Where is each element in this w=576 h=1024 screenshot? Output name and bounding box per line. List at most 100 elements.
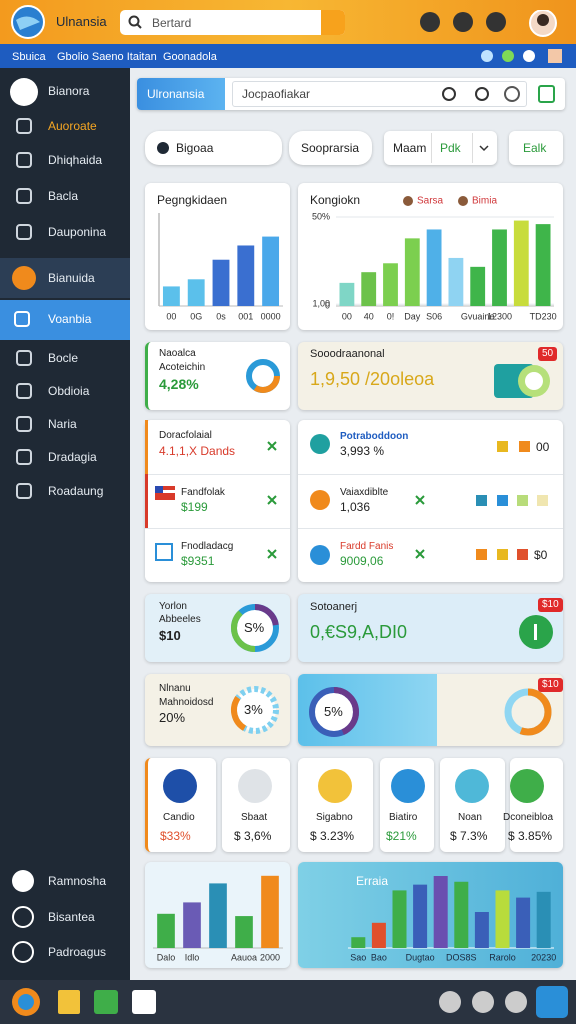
decoration — [537, 14, 549, 26]
nav-item[interactable]: Obdioia — [48, 384, 90, 398]
kpi-value: 1,9,50 /20oleoa — [310, 369, 435, 389]
nav-icon — [14, 311, 30, 327]
dropdown-arrow[interactable] — [478, 143, 490, 153]
divider — [472, 133, 473, 163]
chart-title: Erraia — [356, 874, 388, 888]
row-label: Vaiaxdiblte — [340, 487, 389, 498]
decoration — [231, 604, 279, 652]
nav-item[interactable]: Naria — [48, 417, 77, 431]
toolbar-search[interactable] — [232, 81, 527, 107]
gauge-text: S% — [244, 620, 265, 635]
row-value: 4.1,1,X Dands — [159, 444, 236, 458]
decoration — [504, 688, 552, 736]
row-value: $9351 — [181, 554, 215, 568]
nav-icon — [12, 266, 36, 290]
menu-item[interactable]: Gbolio Saeno Itaitan — [57, 51, 157, 63]
gauge-text: 3% — [244, 702, 263, 717]
menu-icons[interactable] — [478, 47, 568, 65]
nav-item[interactable]: Bisantea — [48, 910, 95, 924]
nav-item[interactable]: Padroagus — [48, 945, 107, 959]
toolbar-icons[interactable] — [440, 84, 560, 106]
decoration — [505, 991, 527, 1013]
x-tick-label: Dalo — [157, 952, 176, 962]
app-logo[interactable] — [10, 4, 46, 40]
brand-box[interactable] — [137, 78, 225, 110]
bar — [513, 220, 529, 306]
nav-item[interactable]: Voanbia — [48, 312, 92, 326]
decoration — [486, 12, 506, 32]
bar — [157, 913, 175, 948]
row-icon — [155, 543, 173, 561]
bar — [383, 263, 398, 306]
app-name: Sbaat — [241, 812, 268, 823]
nav-icon — [16, 152, 32, 168]
decoration — [136, 23, 142, 29]
filter-pill[interactable] — [289, 131, 372, 165]
top-icons[interactable] — [418, 10, 558, 38]
nav-icon — [16, 483, 32, 499]
bar — [237, 245, 255, 306]
row-label: Fandfolak — [181, 487, 225, 498]
sidebar-header[interactable]: Bianora — [48, 84, 90, 98]
nav-item[interactable]: Bacla — [48, 189, 79, 203]
nav-item[interactable]: Roadaung — [48, 484, 104, 498]
nav-item[interactable]: Dradagia — [48, 450, 97, 464]
app-value: $33% — [160, 829, 191, 843]
legend-icon — [458, 196, 468, 206]
menu-bar — [0, 44, 576, 68]
y-tick-label: 1,00 — [312, 299, 330, 309]
list-card — [145, 420, 290, 582]
nav-item[interactable]: Dhiqhaida — [48, 153, 103, 167]
row-label: Potraboddoon — [340, 431, 409, 442]
gauge-label: Mahnoidosd — [159, 697, 214, 708]
chart-title: Pegngkidaen — [157, 193, 227, 207]
filter-label: Bigoaa — [176, 141, 214, 155]
row-label: Fnodladacg — [181, 541, 234, 552]
decoration — [479, 145, 489, 152]
nav-icon — [12, 870, 34, 892]
menu-item[interactable]: Goonadola — [163, 51, 217, 63]
x-tick-label: Bao — [371, 952, 387, 962]
app-name: Dconeibloa — [503, 812, 554, 823]
color-square — [497, 441, 508, 452]
decoration — [534, 624, 537, 640]
app-icon — [510, 769, 544, 803]
action-button[interactable] — [509, 131, 563, 165]
search-box[interactable]: Bertard — [120, 10, 345, 35]
taskbar-icons[interactable] — [8, 984, 568, 1020]
nav-item[interactable]: Dauponina — [48, 225, 107, 239]
x-tick-label: 0000 — [261, 311, 281, 321]
nav-icon — [12, 906, 34, 928]
nav-item[interactable]: Bianuida — [48, 271, 95, 285]
color-square — [517, 549, 528, 560]
sidebar: Bianora Auoroate Dhiqhaida Bacla Dauponi… — [0, 68, 130, 980]
bar — [495, 890, 510, 948]
menu-item[interactable]: Sbuica — [12, 51, 46, 63]
bar-chart: Erraia Sao Bao Dugtao DOS8S Rarolo 20230 — [348, 874, 556, 962]
filter-icon — [157, 142, 169, 154]
decoration — [132, 990, 156, 1014]
nav-icon — [16, 383, 32, 399]
nav-item[interactable]: Bocle — [48, 351, 79, 365]
summary-value: 0,€S9,A,DI0 — [310, 622, 408, 642]
bar — [404, 238, 420, 306]
decoration — [536, 986, 568, 1018]
badge: 50 — [538, 347, 558, 361]
search-text: Bertard — [152, 16, 192, 30]
gauge-donut — [309, 687, 359, 737]
decoration — [155, 490, 175, 493]
kpi-label: Acoteichin — [159, 362, 206, 373]
search-button[interactable] — [321, 10, 345, 35]
action-label: Ealk — [523, 141, 547, 155]
decoration — [475, 87, 489, 101]
decoration — [58, 990, 80, 1014]
filter-group[interactable] — [384, 131, 497, 165]
bar — [426, 229, 442, 306]
nav-icon — [12, 941, 34, 963]
nav-item[interactable]: Ramnosha — [48, 874, 107, 888]
bar — [516, 897, 531, 948]
decoration — [523, 50, 535, 62]
bar — [261, 875, 279, 948]
donut — [504, 688, 552, 736]
nav-item[interactable]: Auoroate — [48, 119, 97, 133]
